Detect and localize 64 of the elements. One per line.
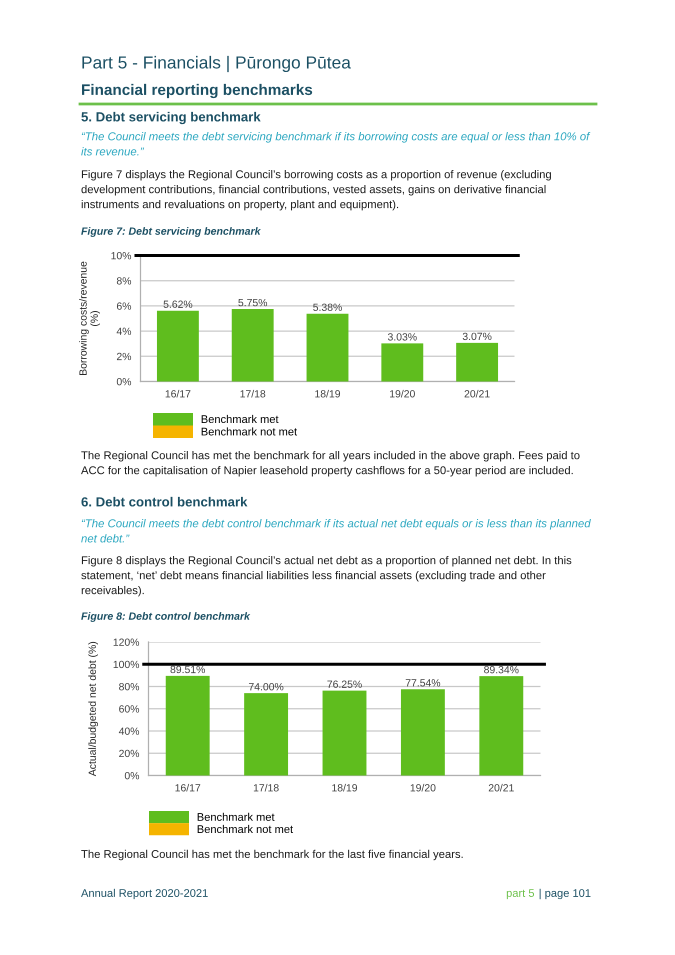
legend-label: Benchmark met bbox=[198, 812, 274, 821]
bar bbox=[381, 343, 424, 382]
text: The Regional Council has met the benchmark for all years included in the above graph. Fees paid to ACC for the capitalisation of Napier leasehold property cashflows for a 50-year period are included. bbox=[81, 451, 580, 476]
y-tick-label: 0% bbox=[116, 378, 132, 386]
x-tick-label: 20/21 bbox=[464, 390, 490, 398]
text: “The Council meets the debt control benchmark if its actual net debt equals or is less than its planned net debt.” bbox=[81, 519, 591, 543]
data-label: 74.00% bbox=[248, 683, 284, 690]
data-label: 89.51% bbox=[170, 666, 205, 674]
text: The Regional Council has met the benchmark for the last five financial years. bbox=[81, 850, 463, 860]
text: part 5 bbox=[506, 889, 534, 900]
x-tick-label: 16/17 bbox=[175, 784, 200, 792]
y-tick-label: 6% bbox=[116, 302, 132, 310]
legend-label: Benchmark met bbox=[202, 414, 278, 424]
caption: Figure 8 displays the Regional Council’s actual net debt as a proportion of planned net debt. In this statement, ‘net’ debt means financial liabilities less financial assets (excluding trade and other receivables). bbox=[81, 556, 572, 596]
bar bbox=[232, 309, 274, 382]
legend-label: Benchmark not met bbox=[198, 824, 294, 834]
data-label: 76.25% bbox=[327, 680, 362, 688]
bar bbox=[479, 676, 524, 776]
y-tick-label: 10% bbox=[111, 252, 132, 260]
legend-label: Benchmark not met bbox=[202, 427, 298, 436]
y-tick-label: 2% bbox=[116, 352, 132, 360]
data-label: 5.62% bbox=[164, 300, 192, 308]
data-label: 89.34% bbox=[484, 666, 519, 674]
y-tick-label: 0% bbox=[124, 772, 140, 780]
bar bbox=[322, 690, 366, 776]
data-label: 3.07% bbox=[462, 332, 492, 340]
data-label: 77.54% bbox=[406, 679, 440, 686]
x-tick-label: 19/20 bbox=[390, 390, 415, 398]
text: | page 101 bbox=[540, 888, 590, 900]
bar bbox=[166, 676, 210, 776]
text: 5. Debt servicing benchmark bbox=[81, 112, 261, 124]
y-axis-title: Actual/budgeted net debt (%) bbox=[88, 642, 98, 776]
bar bbox=[244, 693, 288, 776]
data-label: 5.75% bbox=[238, 298, 268, 306]
x-tick-label: 20/21 bbox=[488, 784, 514, 792]
y-tick-label: 60% bbox=[119, 705, 140, 713]
y-tick-label: 100% bbox=[114, 660, 140, 668]
chart-title: Figure 7: Debt servicing benchmark bbox=[81, 227, 261, 237]
data-label: 5.38% bbox=[313, 304, 342, 311]
y-tick-label: 120% bbox=[114, 638, 140, 646]
y-tick-label: 20% bbox=[119, 750, 140, 758]
y-tick-label: 8% bbox=[116, 277, 132, 285]
x-tick-label: 17/18 bbox=[240, 390, 266, 398]
text: Financial reporting benchmarks bbox=[82, 84, 312, 98]
bar bbox=[400, 689, 445, 776]
chart-title: Figure 8: Debt control benchmark bbox=[81, 612, 250, 622]
x-tick-label: 16/17 bbox=[166, 390, 190, 398]
bar bbox=[456, 342, 498, 382]
x-tick-label: 17/18 bbox=[254, 784, 279, 792]
data-label: 3.03% bbox=[388, 333, 417, 341]
y-tick-label: 40% bbox=[118, 728, 140, 735]
y-tick-label: 4% bbox=[116, 328, 132, 335]
x-tick-label: 19/20 bbox=[410, 784, 436, 792]
y-tick-label: 80% bbox=[119, 683, 140, 690]
x-tick-label: 18/19 bbox=[315, 390, 340, 398]
caption: Figure 7 displays the Regional Council’s borrowing costs as a proportion of revenue (excluding development contributions, financial contributions, vested assets, gains on derivative financial instruments and revaluations on property, plant and equipment). bbox=[81, 170, 551, 210]
y-axis-title: Borrowing costs/revenue (%) bbox=[79, 262, 100, 375]
text: 6. Debt control benchmark bbox=[81, 496, 248, 507]
text: Part 5 - Financials | Pūrongo Pūtea bbox=[82, 56, 351, 72]
x-tick-label: 18/19 bbox=[332, 784, 358, 792]
bar bbox=[156, 310, 199, 382]
text: “The Council meets the debt servicing benchmark if its borrowing costs are equal or less than 10% of its revenue.” bbox=[81, 132, 590, 156]
text: Annual Report 2020-2021 bbox=[81, 888, 208, 900]
bar bbox=[306, 314, 348, 382]
